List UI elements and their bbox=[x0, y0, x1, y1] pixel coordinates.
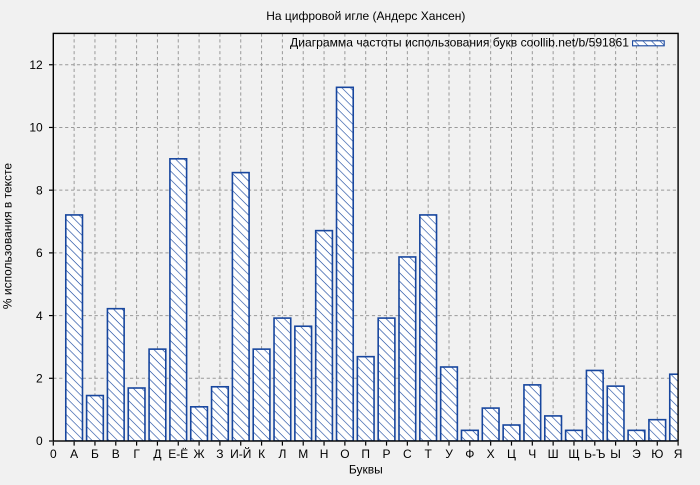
svg-text:У: У bbox=[445, 447, 453, 461]
svg-text:Ш: Ш bbox=[548, 447, 559, 461]
svg-text:Г: Г bbox=[133, 447, 140, 461]
svg-text:2: 2 bbox=[36, 371, 43, 385]
svg-text:12: 12 bbox=[29, 58, 43, 72]
svg-text:И-Й: И-Й bbox=[230, 446, 251, 461]
svg-text:8: 8 bbox=[36, 183, 43, 197]
svg-text:С: С bbox=[403, 447, 412, 461]
svg-text:4: 4 bbox=[36, 309, 43, 323]
svg-text:Ы: Ы bbox=[610, 447, 621, 461]
svg-text:Э: Э bbox=[632, 447, 641, 461]
svg-text:Т: Т bbox=[425, 447, 433, 461]
svg-text:З: З bbox=[216, 447, 223, 461]
svg-text:О: О bbox=[340, 447, 349, 461]
svg-text:10: 10 bbox=[29, 121, 43, 135]
svg-text:6: 6 bbox=[36, 246, 43, 260]
svg-text:А: А bbox=[70, 447, 78, 461]
svg-text:М: М bbox=[298, 447, 308, 461]
svg-text:Ж: Ж bbox=[194, 447, 205, 461]
svg-text:На цифровой игле (Андерс Хансе: На цифровой игле (Андерс Хансен) bbox=[266, 9, 465, 23]
svg-text:К: К bbox=[258, 447, 265, 461]
svg-text:Диаграмма частоты использовани: Диаграмма частоты использования букв coo… bbox=[290, 36, 629, 50]
svg-text:Буквы: Буквы bbox=[349, 463, 383, 477]
svg-text:Ч: Ч bbox=[528, 447, 536, 461]
svg-text:Д: Д bbox=[153, 447, 161, 461]
svg-text:Б: Б bbox=[91, 447, 99, 461]
svg-text:В: В bbox=[112, 447, 120, 461]
svg-text:Ю: Ю bbox=[651, 447, 663, 461]
svg-text:% использования в тексте: % использования в тексте bbox=[1, 163, 15, 309]
svg-text:Х: Х bbox=[487, 447, 495, 461]
svg-text:0: 0 bbox=[36, 434, 43, 448]
svg-text:0: 0 bbox=[50, 447, 57, 461]
svg-text:П: П bbox=[361, 447, 370, 461]
svg-text:Ь-Ъ: Ь-Ъ bbox=[584, 447, 605, 461]
svg-text:Л: Л bbox=[278, 447, 286, 461]
svg-text:Ф: Ф bbox=[465, 447, 474, 461]
svg-text:Я: Я bbox=[674, 447, 683, 461]
svg-text:Ц: Ц bbox=[507, 447, 516, 461]
svg-text:Н: Н bbox=[320, 447, 329, 461]
svg-text:Е-Ё: Е-Ё bbox=[168, 447, 188, 461]
svg-text:Щ: Щ bbox=[568, 447, 579, 461]
svg-text:Р: Р bbox=[383, 447, 391, 461]
